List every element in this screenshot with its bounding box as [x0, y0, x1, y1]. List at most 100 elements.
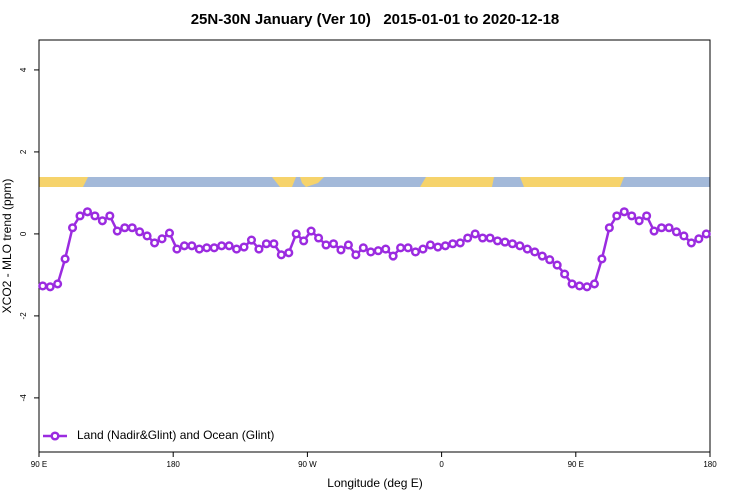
data-point: [224, 241, 234, 251]
data-point: [612, 211, 622, 221]
x-tick-label: 90 E: [568, 460, 584, 469]
x-axis-label: Longitude (deg E): [327, 476, 422, 490]
data-point: [425, 240, 435, 250]
data-point: [60, 254, 70, 264]
data-point: [284, 248, 294, 258]
data-point: [336, 245, 346, 255]
data-point: [440, 241, 450, 251]
y-axis-label: XCO2 - MLO trend (ppm): [0, 179, 14, 314]
data-point: [545, 255, 555, 265]
data-point: [470, 229, 480, 239]
data-point: [433, 242, 443, 252]
plot-frame: [38, 39, 711, 453]
data-point: [515, 241, 525, 251]
data-point: [478, 233, 488, 243]
data-point: [187, 241, 197, 251]
data-point: [314, 233, 324, 243]
data-point: [358, 243, 368, 253]
data-point: [269, 239, 279, 249]
data-point: [656, 223, 667, 233]
data-point: [150, 238, 160, 248]
data-point: [299, 236, 309, 246]
data-point: [90, 211, 100, 221]
x-tick-label: 90 W: [298, 460, 317, 469]
y-tick-label: 2: [19, 149, 28, 154]
data-point: [343, 240, 353, 250]
x-tick-label: 180: [703, 460, 717, 469]
data-point: [455, 238, 465, 248]
data-point: [261, 239, 271, 249]
data-point: [671, 227, 682, 237]
data-point: [649, 226, 659, 236]
data-point: [164, 228, 175, 238]
data-point: [321, 240, 331, 250]
data-point: [194, 244, 204, 254]
y-tick-label: -2: [19, 312, 28, 320]
data-point: [552, 260, 562, 270]
data-point: [485, 233, 495, 243]
data-point: [97, 216, 107, 226]
data-point: [209, 243, 219, 253]
data-point: [232, 244, 242, 254]
y-tick-label: -4: [19, 394, 28, 402]
data-point: [522, 244, 532, 254]
data-point: [135, 227, 145, 237]
data-point: [239, 242, 249, 252]
data-point: [701, 229, 711, 239]
data-point: [492, 236, 503, 246]
data-point: [276, 250, 286, 260]
data-point: [373, 246, 383, 256]
data-point: [410, 247, 421, 257]
data-point: [500, 237, 510, 247]
data-point: [634, 216, 644, 226]
data-point: [45, 282, 55, 292]
data-point: [366, 247, 376, 257]
data-point: [396, 243, 406, 253]
x-tick-label: 0: [439, 460, 444, 469]
chart-title: 25N-30N January (Ver 10) 2015-01-01 to 2…: [191, 11, 560, 28]
data-point: [604, 223, 614, 233]
data-point: [448, 239, 458, 249]
data-point: [351, 250, 361, 260]
data-point: [694, 234, 704, 244]
data-point: [291, 229, 301, 239]
data-point: [567, 279, 577, 289]
data-point: [179, 241, 189, 251]
data-point: [172, 244, 182, 254]
data-point: [306, 226, 316, 236]
data-point: [642, 211, 652, 221]
data-point: [217, 241, 227, 251]
data-point: [254, 244, 264, 254]
data-point: [679, 231, 689, 241]
data-point: [388, 251, 398, 261]
data-point: [68, 223, 78, 233]
data-point: [246, 235, 257, 245]
data-point: [560, 269, 570, 279]
x-tick-label: 180: [167, 460, 181, 469]
data-point: [381, 244, 391, 254]
data-point: [328, 239, 339, 249]
data-point: [582, 282, 592, 292]
data-point: [686, 238, 696, 248]
data-point: [537, 251, 547, 261]
data-point: [463, 233, 473, 243]
data-point: [112, 226, 122, 236]
data-point: [120, 223, 130, 233]
data-point: [142, 231, 152, 241]
data-point: [574, 281, 585, 291]
y-tick-label: 4: [19, 67, 28, 72]
data-point: [627, 211, 637, 221]
land-ocean-strip: [39, 177, 710, 187]
data-point: [75, 211, 85, 221]
data-point: [127, 223, 137, 233]
data-point: [664, 223, 674, 233]
data-point: [53, 279, 63, 289]
data-point: [507, 239, 517, 249]
data-point: [403, 243, 413, 253]
data-point: [530, 247, 540, 257]
data-point: [38, 281, 48, 291]
legend-label: Land (Nadir&Glint) and Ocean (Glint): [77, 428, 274, 442]
data-point: [589, 279, 599, 289]
data-point: [597, 254, 607, 264]
